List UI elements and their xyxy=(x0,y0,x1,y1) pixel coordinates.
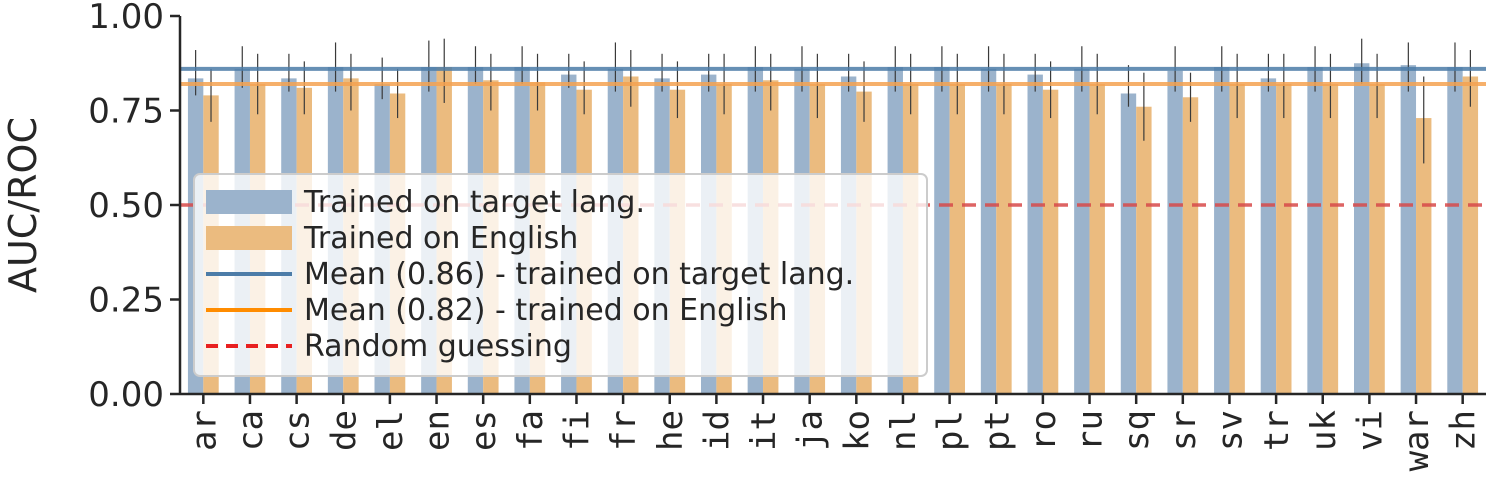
bar-english-tr xyxy=(1276,84,1292,394)
bar-english-sq xyxy=(1136,106,1152,394)
bar-english-ro xyxy=(1042,89,1059,395)
bar-english-pl xyxy=(949,84,965,394)
bar-english-sr xyxy=(1182,97,1199,395)
bar-english-ru xyxy=(1089,84,1105,394)
x-tick-label-fr: fr xyxy=(604,410,644,451)
x-tick-label-ko: ko xyxy=(837,410,877,451)
bar-english-vi xyxy=(1369,84,1385,394)
y-tick-label: 0.25 xyxy=(88,281,164,321)
x-tick-label-sv: sv xyxy=(1210,410,1250,451)
bar-target-tr xyxy=(1260,78,1277,395)
legend: Trained on target lang.Trained on Englis… xyxy=(193,173,928,377)
x-tick-label-fa: fa xyxy=(511,410,551,451)
bar-target-sv xyxy=(1214,67,1230,394)
bar-english-war xyxy=(1416,118,1432,394)
legend-label: Mean (0.82) - trained on English xyxy=(304,293,787,328)
x-tick-label-sq: sq xyxy=(1117,410,1157,451)
y-tick-label: 1.00 xyxy=(88,0,164,37)
bar-target-war xyxy=(1400,65,1417,394)
x-tick-label-war: war xyxy=(1397,410,1437,471)
x-tick-label-pl: pl xyxy=(931,410,971,451)
x-tick-label-tr: tr xyxy=(1257,410,1297,451)
legend-label: Trained on English xyxy=(303,221,578,256)
legend-label: Mean (0.86) - trained on target lang. xyxy=(304,257,854,292)
x-tick-label-nl: nl xyxy=(884,410,924,451)
y-tick-label: 0.75 xyxy=(88,92,164,132)
x-tick-label-ro: ro xyxy=(1024,410,1064,451)
x-tick-label-de: de xyxy=(324,410,364,451)
bar-target-uk xyxy=(1307,67,1323,394)
bar-target-ro xyxy=(1027,74,1043,394)
legend-box xyxy=(193,173,928,377)
x-tick-label-vi: vi xyxy=(1350,410,1390,451)
x-tick-label-it: it xyxy=(744,410,784,451)
bar-target-sq xyxy=(1120,93,1137,395)
legend-label: Trained on target lang. xyxy=(303,185,645,220)
x-tick-label-uk: uk xyxy=(1304,410,1344,451)
x-tick-label-sr: sr xyxy=(1164,410,1204,451)
x-tick-label-el: el xyxy=(371,410,411,451)
bar-english-zh xyxy=(1462,76,1479,394)
x-tick-label-cs: cs xyxy=(278,410,318,451)
x-tick-label-ca: ca xyxy=(231,410,271,451)
bar-target-pt xyxy=(980,68,997,395)
legend-swatch xyxy=(206,190,292,214)
x-tick-label-ru: ru xyxy=(1071,410,1111,451)
y-tick-label: 0.50 xyxy=(88,186,164,226)
x-tick-label-pt: pt xyxy=(977,410,1017,451)
bar-target-pl xyxy=(934,67,950,394)
axes: 0.00 0.25 0.50 0.75 1.00 ar ca cs de el en es fa fi fr… xyxy=(1,0,1486,471)
bar-target-zh xyxy=(1447,67,1463,394)
x-tick-label-ar: ar xyxy=(184,410,224,451)
y-tick-label: 0.00 xyxy=(88,375,164,415)
bar-english-pt xyxy=(996,84,1012,394)
legend-label: Random guessing xyxy=(304,329,572,364)
bar-target-sr xyxy=(1167,70,1183,394)
legend-swatch xyxy=(206,226,292,250)
bar-target-vi xyxy=(1354,63,1370,394)
bar-english-sv xyxy=(1229,84,1245,394)
x-tick-label-zh: zh xyxy=(1444,410,1484,451)
x-tick-label-id: id xyxy=(697,410,737,451)
x-tick-label-he: he xyxy=(651,410,691,451)
x-tick-label-es: es xyxy=(464,410,504,451)
bar-english-uk xyxy=(1322,84,1339,394)
x-tick-label-en: en xyxy=(418,410,458,451)
bar-target-ru xyxy=(1074,68,1090,395)
x-tick-label-fi: fi xyxy=(557,410,597,451)
y-axis-label: AUC/ROC xyxy=(1,117,45,293)
x-tick-label-ja: ja xyxy=(791,410,831,451)
